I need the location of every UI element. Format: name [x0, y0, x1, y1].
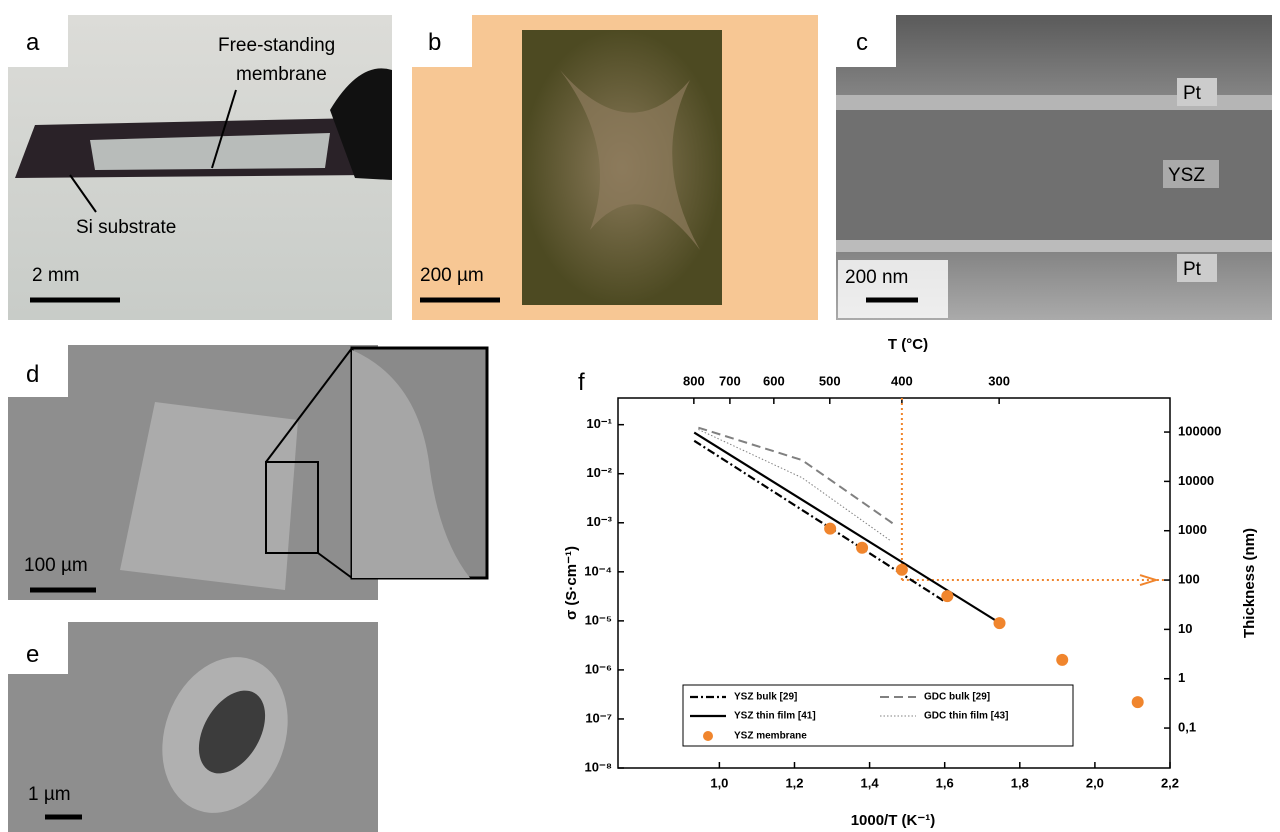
annotation: Pt	[1183, 259, 1202, 280]
y-tick-label: 10⁻³	[586, 514, 612, 529]
panel-label: b	[428, 29, 441, 56]
data-point	[895, 563, 908, 576]
x-tick-label: 1,8	[1011, 775, 1029, 790]
series-line	[698, 426, 896, 526]
guide-arrow	[1139, 574, 1160, 587]
panel-label: e	[26, 641, 39, 668]
data-point	[941, 590, 954, 603]
y2-tick-label: 100	[1178, 571, 1200, 586]
x2-tick-label: 500	[819, 373, 841, 388]
panel-b: b 200 µm	[412, 15, 818, 320]
x-tick-label: 1,6	[936, 775, 954, 790]
data-point	[993, 617, 1006, 630]
panel-a: a Free-standing membrane Si substrate 2 …	[8, 15, 392, 320]
y2-axis-title: Thickness (nm)	[1241, 528, 1258, 638]
x2-tick-label: 800	[683, 373, 705, 388]
y2-tick-label: 0,1	[1178, 719, 1196, 734]
data-point	[1056, 653, 1069, 666]
x2-tick-label: 400	[891, 373, 913, 388]
legend-label: GDC thin film [43]	[924, 711, 1008, 722]
y-tick-label: 10⁻⁸	[585, 759, 612, 774]
y-tick-label: 10⁻⁶	[585, 661, 612, 676]
panel-label: f	[578, 369, 585, 396]
x-tick-label: 1,4	[861, 775, 880, 790]
y-tick-label: 10⁻²	[586, 465, 612, 480]
scale-label: 1 µm	[28, 784, 71, 805]
plot-frame	[617, 397, 1171, 769]
y2-tick-label: 1	[1178, 670, 1185, 685]
panel-c: c Pt YSZ Pt 200 nm	[836, 15, 1272, 320]
panel-label: c	[856, 29, 868, 56]
scale-label: 200 µm	[420, 265, 484, 286]
x-tick-label: 2,0	[1086, 775, 1104, 790]
series-line	[693, 439, 944, 602]
scale-label: 100 µm	[24, 555, 88, 576]
legend-label: YSZ bulk [29]	[734, 692, 797, 703]
y2-tick-label: 1000	[1178, 522, 1207, 537]
x-axis-title: 1000/T (K⁻¹)	[851, 812, 936, 829]
x-tick-label: 1,0	[710, 775, 728, 790]
y-tick-label: 10⁻⁵	[585, 612, 612, 627]
x2-tick-label: 300	[988, 373, 1010, 388]
data-point	[1131, 696, 1144, 709]
series-line	[698, 428, 891, 542]
x2-tick-label: 700	[719, 373, 741, 388]
annotation: YSZ	[1168, 165, 1205, 186]
panel-label: d	[26, 361, 39, 388]
panel-label: a	[26, 29, 40, 56]
legend-marker	[703, 731, 713, 741]
legend-box	[682, 684, 1074, 747]
annotation: Si substrate	[76, 217, 176, 238]
scale-label: 200 nm	[845, 267, 908, 288]
x2-axis-title: T (°C)	[888, 336, 928, 353]
legend-label: YSZ membrane	[734, 731, 807, 742]
panel-f: f T (°C) 1000/T (K⁻¹) σ (S·cm⁻¹) Thickne…	[563, 336, 1258, 829]
y2-tick-label: 10	[1178, 621, 1192, 636]
y-tick-label: 10⁻⁷	[585, 710, 612, 725]
x-tick-label: 1,2	[785, 775, 803, 790]
data-point	[856, 541, 869, 554]
scale-label: 2 mm	[32, 265, 80, 286]
x2-tick-label: 600	[763, 373, 785, 388]
data-point	[824, 522, 837, 535]
legend-label: YSZ thin film [41]	[734, 711, 816, 722]
y-axis-title: σ (S·cm⁻¹)	[563, 546, 580, 620]
panel-e: e 1 µm	[8, 622, 378, 832]
annotation: membrane	[236, 64, 327, 85]
y2-tick-label: 100000	[1178, 423, 1221, 438]
annotation: Free-standing	[218, 35, 335, 56]
series-line	[693, 431, 1001, 624]
y2-tick-label: 10000	[1178, 473, 1214, 488]
legend-label: GDC bulk [29]	[924, 692, 990, 703]
x-tick-label: 2,2	[1161, 775, 1179, 790]
y-tick-label: 10⁻¹	[586, 416, 612, 431]
panel-d: d 100 µm	[8, 345, 489, 600]
y-tick-label: 10⁻⁴	[584, 563, 612, 578]
annotation: Pt	[1183, 83, 1202, 104]
